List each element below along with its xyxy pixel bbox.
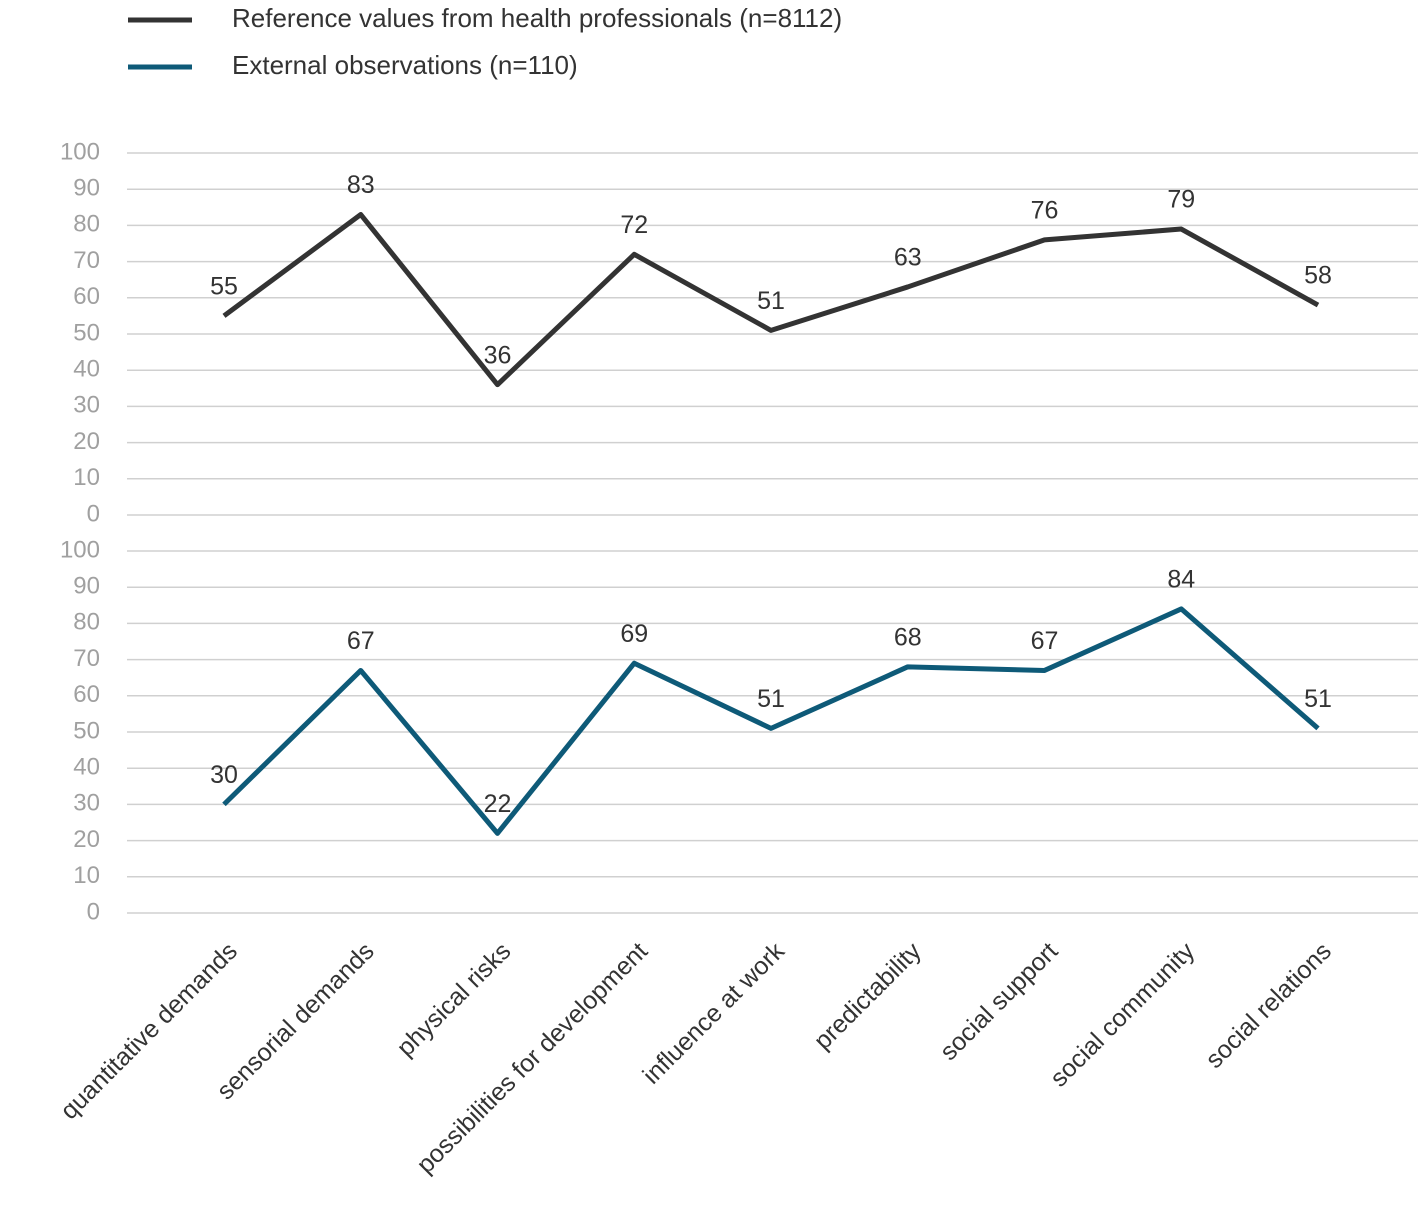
data-label: 58 (1304, 262, 1332, 290)
y-tick-label: 10 (73, 862, 100, 889)
line-series (222, 606, 1320, 836)
data-label: 69 (620, 620, 648, 648)
y-tick-label: 70 (73, 247, 100, 274)
y-tick-label: 40 (73, 754, 100, 781)
data-label: 68 (894, 623, 922, 651)
y-tick-label: 10 (73, 464, 100, 491)
data-label: 55 (210, 273, 238, 301)
y-tick-label: 30 (73, 790, 100, 817)
legend-label: Reference values from health professiona… (232, 3, 842, 33)
data-label: 67 (347, 627, 375, 655)
y-tick-label: 80 (73, 211, 100, 238)
x-tick-label: social support (935, 937, 1064, 1066)
x-tick-label: possibilities for development (411, 937, 653, 1179)
data-label: 76 (1031, 196, 1059, 224)
y-tick-label: 50 (73, 717, 100, 744)
x-tick-label: quantitative demands (55, 937, 243, 1125)
data-label: 72 (620, 211, 648, 239)
y-tick-label: 60 (73, 681, 100, 708)
x-tick-label: social community (1045, 937, 1201, 1093)
y-tick-label: 20 (73, 428, 100, 455)
legend-label: External observations (n=110) (232, 50, 578, 80)
y-tick-label: 0 (87, 500, 100, 527)
y-tick-label: 80 (73, 609, 100, 636)
x-tick-label: predictability (809, 937, 927, 1055)
y-tick-label: 50 (73, 319, 100, 346)
y-tick-label: 90 (73, 175, 100, 202)
data-label: 30 (210, 761, 238, 789)
x-tick-label: physical risks (392, 937, 517, 1062)
data-label: 67 (1031, 627, 1059, 655)
data-label: 22 (484, 790, 512, 818)
y-tick-label: 0 (87, 898, 100, 925)
y-tick-label: 100 (60, 536, 100, 563)
data-label: 36 (484, 341, 512, 369)
x-tick-label: influence at work (637, 937, 790, 1090)
data-label: 79 (1167, 186, 1195, 214)
x-tick-label: social relations (1200, 937, 1337, 1074)
y-tick-label: 30 (73, 392, 100, 419)
y-tick-label: 40 (73, 356, 100, 383)
y-tick-label: 60 (73, 283, 100, 310)
data-label: 63 (894, 244, 922, 272)
data-label: 51 (757, 685, 785, 713)
y-tick-label: 20 (73, 826, 100, 853)
y-tick-label: 90 (73, 573, 100, 600)
data-label: 84 (1167, 566, 1195, 594)
data-label: 51 (757, 287, 785, 315)
y-tick-label: 100 (60, 138, 100, 165)
line-series (222, 212, 1320, 388)
y-tick-label: 70 (73, 645, 100, 672)
data-label: 51 (1304, 685, 1332, 713)
data-label: 83 (347, 171, 375, 199)
